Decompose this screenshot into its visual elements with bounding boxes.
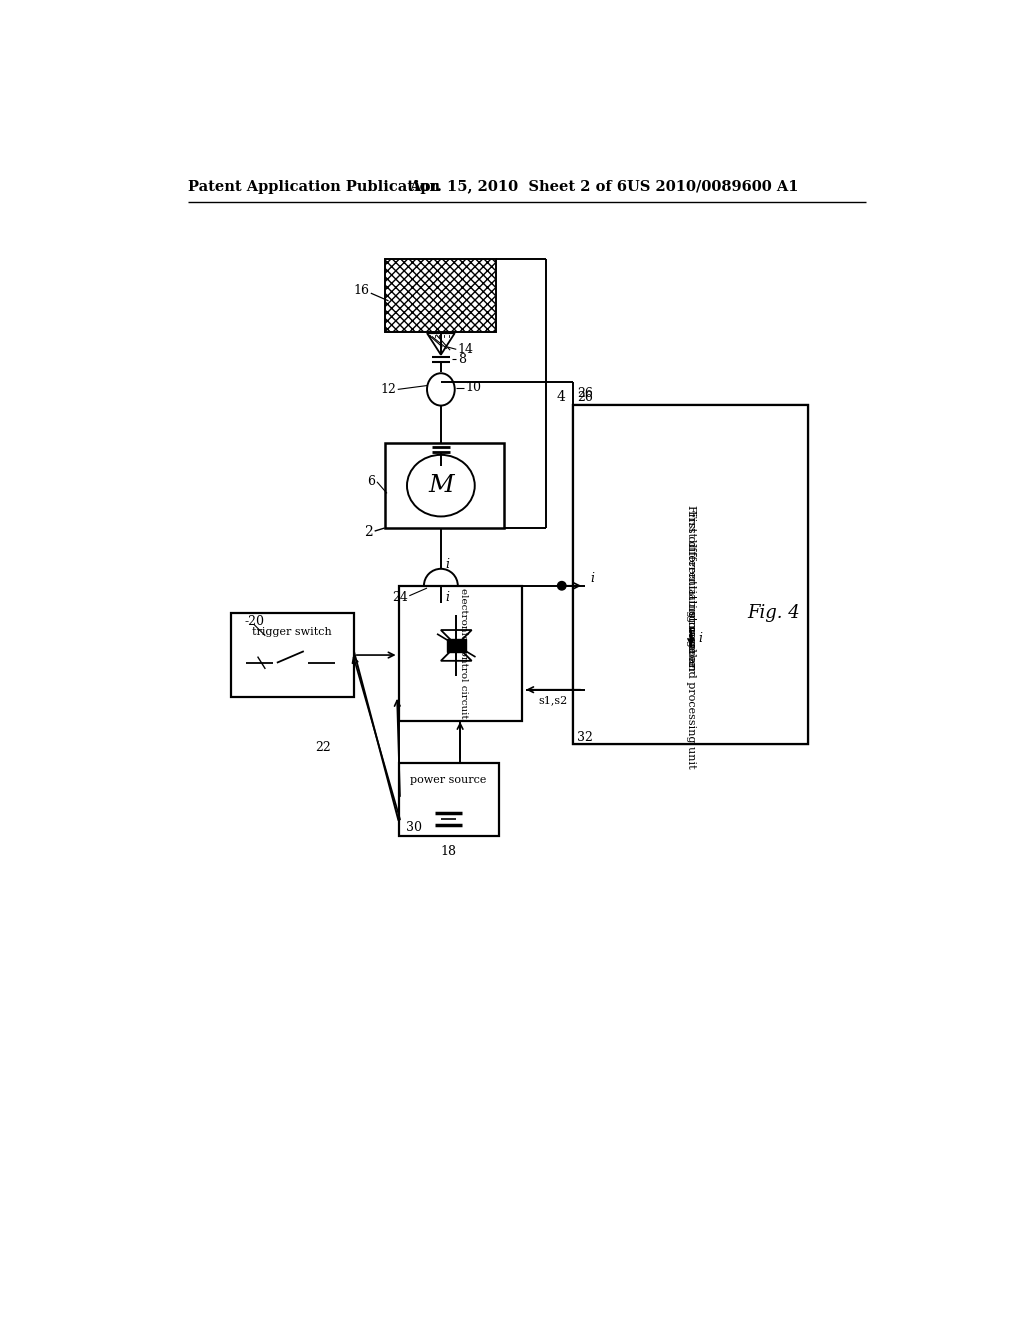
Text: 30: 30 — [407, 821, 422, 834]
Text: 4: 4 — [556, 391, 565, 404]
Text: electronic control circuit: electronic control circuit — [460, 587, 468, 718]
Polygon shape — [441, 645, 472, 661]
Text: i: i — [445, 557, 450, 570]
Text: Fig. 4: Fig. 4 — [748, 603, 800, 622]
Bar — [585, 541, 797, 630]
Polygon shape — [427, 333, 455, 355]
Text: -20: -20 — [245, 615, 264, 628]
Bar — [585, 548, 797, 636]
Text: 16: 16 — [353, 284, 370, 297]
Text: M: M — [428, 474, 454, 498]
Bar — [447, 639, 466, 652]
Bar — [585, 647, 797, 733]
Text: 26: 26 — [578, 391, 593, 404]
Bar — [398, 586, 521, 721]
Text: 32: 32 — [578, 731, 593, 744]
Text: 14: 14 — [458, 343, 474, 356]
Text: Patent Application Publication: Patent Application Publication — [188, 180, 440, 194]
Text: power source: power source — [411, 775, 486, 785]
Text: s1,s2: s1,s2 — [539, 696, 568, 705]
Ellipse shape — [424, 569, 458, 603]
Bar — [385, 259, 497, 331]
Text: 26: 26 — [578, 387, 593, 400]
Text: 24: 24 — [392, 591, 408, 603]
Text: trigger switch: trigger switch — [252, 627, 332, 638]
Polygon shape — [441, 630, 472, 645]
Text: 8: 8 — [458, 352, 466, 366]
Text: First differentiating member: First differentiating member — [686, 504, 695, 667]
Text: 12: 12 — [380, 383, 396, 396]
Text: US 2010/0089600 A1: US 2010/0089600 A1 — [628, 180, 799, 194]
Bar — [230, 612, 354, 697]
Text: i: i — [591, 572, 595, 585]
Text: 22: 22 — [315, 741, 331, 754]
Text: storage and processing unit: storage and processing unit — [686, 611, 695, 768]
Text: 2: 2 — [365, 525, 373, 539]
Ellipse shape — [427, 374, 455, 405]
Text: i: i — [698, 632, 702, 645]
Text: 6: 6 — [368, 475, 376, 488]
Bar — [398, 763, 499, 836]
Bar — [573, 405, 808, 743]
Ellipse shape — [407, 455, 475, 516]
Text: 18: 18 — [440, 845, 457, 858]
Text: i: i — [445, 591, 450, 603]
Text: 10: 10 — [466, 381, 481, 395]
Text: Apr. 15, 2010  Sheet 2 of 6: Apr. 15, 2010 Sheet 2 of 6 — [410, 180, 628, 194]
Bar — [385, 444, 504, 528]
Bar — [573, 405, 808, 743]
Circle shape — [557, 582, 566, 590]
Text: First differentiating member: First differentiating member — [686, 511, 695, 673]
